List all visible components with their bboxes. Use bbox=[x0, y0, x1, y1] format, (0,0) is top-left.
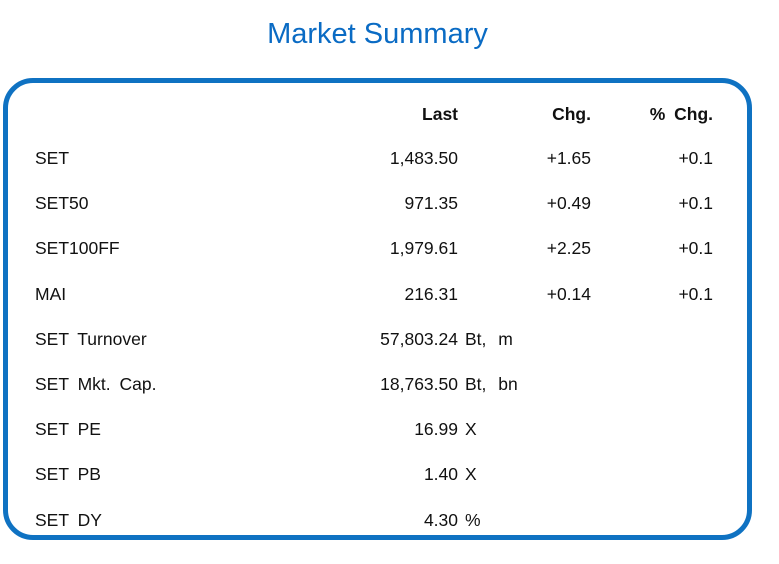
row-label: SET Mkt. Cap. bbox=[35, 374, 157, 395]
row-chg-value: +0.49 bbox=[546, 193, 591, 214]
row-pct-chg-value: +0.1 bbox=[678, 193, 713, 214]
table-row: SET 1,483.50 +1.65 +0.1 bbox=[8, 136, 747, 181]
row-label: SET Turnover bbox=[35, 328, 147, 349]
row-pct-chg-value: +0.1 bbox=[678, 238, 713, 259]
summary-table: Last Chg. % Chg. SET 1,483.50 +1.65 +0.1… bbox=[8, 83, 747, 536]
row-pct-chg-value: +0.1 bbox=[678, 148, 713, 169]
row-last-value: 1,979.61 bbox=[389, 238, 458, 259]
summary-card: Last Chg. % Chg. SET 1,483.50 +1.65 +0.1… bbox=[3, 78, 752, 540]
row-last-value: 1,483.50 bbox=[389, 148, 458, 169]
row-label: SET PE bbox=[35, 419, 101, 440]
row-label: SET DY bbox=[35, 509, 102, 530]
table-header-row: Last Chg. % Chg. bbox=[8, 92, 747, 136]
table-row: SET Turnover 57,803.24 Bt, m bbox=[8, 317, 747, 362]
row-pct-chg-value: +0.1 bbox=[678, 283, 713, 304]
header-chg: Chg. bbox=[552, 103, 591, 124]
row-last-value: 18,763.50 bbox=[380, 374, 458, 395]
row-chg-value: +1.65 bbox=[546, 148, 591, 169]
row-chg-value: +0.14 bbox=[546, 283, 591, 304]
row-unit: Bt, bn bbox=[465, 374, 518, 395]
header-pct-chg: % Chg. bbox=[649, 103, 713, 124]
row-unit: X bbox=[465, 464, 477, 485]
row-label: SET50 bbox=[35, 193, 89, 214]
row-last-value: 57,803.24 bbox=[380, 328, 458, 349]
header-last: Last bbox=[422, 103, 458, 124]
page-title: Market Summary bbox=[267, 18, 488, 50]
row-label: SET100FF bbox=[35, 238, 120, 259]
row-unit: % bbox=[465, 509, 481, 530]
table-row: SET PB 1.40 X bbox=[8, 452, 747, 497]
table-row: MAI 216.31 +0.14 +0.1 bbox=[8, 272, 747, 317]
table-row: SET PE 16.99 X bbox=[8, 407, 747, 452]
row-label: MAI bbox=[35, 283, 67, 304]
row-last-value: 16.99 bbox=[414, 419, 458, 440]
row-label: SET PB bbox=[35, 464, 101, 485]
row-unit: X bbox=[465, 419, 477, 440]
row-unit: Bt, m bbox=[465, 328, 513, 349]
table-row: SET Mkt. Cap. 18,763.50 Bt, bn bbox=[8, 362, 747, 407]
row-last-value: 4.30 bbox=[423, 509, 458, 530]
row-chg-value: +2.25 bbox=[546, 238, 591, 259]
row-last-value: 1.40 bbox=[423, 464, 458, 485]
table-row: SET DY 4.30 % bbox=[8, 498, 747, 536]
row-last-value: 971.35 bbox=[404, 193, 458, 214]
row-last-value: 216.31 bbox=[404, 283, 458, 304]
table-row: SET100FF 1,979.61 +2.25 +0.1 bbox=[8, 226, 747, 271]
table-row: SET50 971.35 +0.49 +0.1 bbox=[8, 181, 747, 226]
row-label: SET bbox=[35, 148, 70, 169]
